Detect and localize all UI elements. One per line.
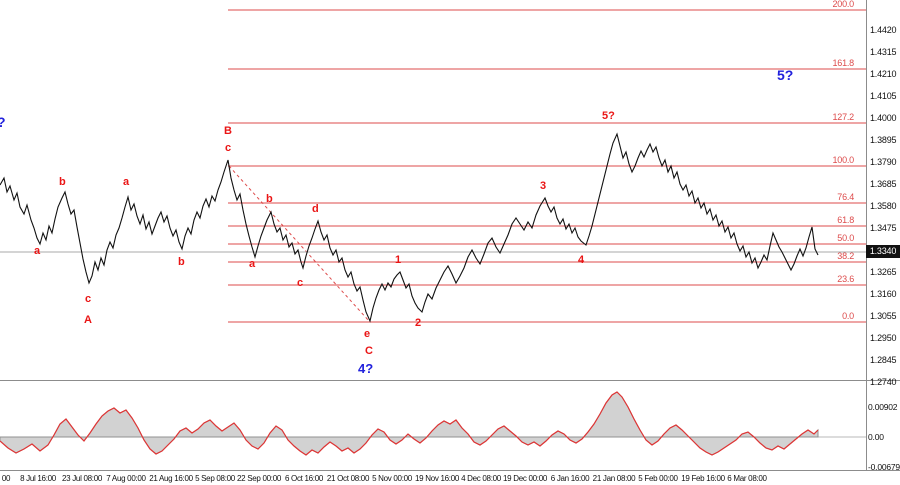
time-axis-tick: 7 Aug 00:00: [106, 474, 146, 483]
time-axis-tick: 8 Jul 16:00: [20, 474, 56, 483]
price-axis-tick: 1.3055: [870, 311, 897, 321]
time-axis-tick: 5 Nov 00:00: [372, 474, 412, 483]
price-axis-tick: 1.3475: [870, 223, 897, 233]
price-axis-tick: 1.2740: [870, 377, 897, 387]
time-axis-tick: 19 Nov 16:00: [415, 474, 459, 483]
current-price-badge: 1.3340: [866, 245, 900, 258]
time-axis-separator: [0, 470, 900, 471]
price-axis-separator: [866, 0, 867, 470]
time-axis-tick: 19 Dec 00:00: [503, 474, 547, 483]
time-axis[interactable]: 00 8 Jul 16:00 23 Jul 08:00 7 Aug 00:00 21 A…: [0, 471, 900, 485]
oscillator-signal-line: [0, 391, 819, 456]
time-axis-tick: 6 Mar 08:00: [727, 474, 767, 483]
current-price-value: 1.3340: [869, 246, 897, 256]
time-axis-tick: 4 Dec 08:00: [461, 474, 501, 483]
time-axis-tick: 21 Aug 16:00: [149, 474, 193, 483]
price-series-line: [0, 132, 819, 323]
price-axis[interactable]: 1.4420 1.4315 1.4210 1.4105 1.4000 1.3895 1.37…: [867, 0, 900, 470]
fib-trendline[interactable]: [228, 165, 370, 322]
oscillator-area: [0, 391, 819, 456]
time-axis-tick: 19 Feb 16:00: [681, 474, 725, 483]
time-axis-tick: 22 Sep 00:00: [237, 474, 281, 483]
price-axis-tick: 1.3685: [870, 179, 897, 189]
time-axis-tick: 6 Oct 16:00: [284, 474, 324, 483]
price-axis-tick: 1.4420: [870, 25, 897, 35]
oscillator-panel-separator: [0, 380, 900, 381]
time-axis-tick: 5 Feb 00:00: [638, 474, 678, 483]
price-axis-tick: 1.4315: [870, 47, 897, 57]
time-axis-tick: 21 Oct 08:00: [326, 474, 370, 483]
price-axis-tick: 1.3580: [870, 201, 897, 211]
time-axis-tick: 5 Sep 08:00: [195, 474, 235, 483]
price-axis-tick: 1.4105: [870, 91, 897, 101]
time-axis-tick: 21 Jan 08:00: [592, 474, 636, 483]
price-axis-tick: 1.3160: [870, 289, 897, 299]
price-axis-tick: 1.4000: [870, 113, 897, 123]
oscillator-panel[interactable]: [0, 381, 866, 470]
time-axis-tick: 00: [1, 474, 11, 483]
time-axis-tick: 6 Jan 16:00: [550, 474, 590, 483]
oscillator-canvas: [0, 391, 866, 456]
price-axis-tick: 1.3790: [870, 157, 897, 167]
price-axis-tick: 1.2845: [870, 355, 897, 365]
price-chart-canvas: [0, 9, 866, 323]
price-chart-area[interactable]: 200.0 161.8 127.2 100.0 76.4 61.8 50.0 38.2 23.6…: [0, 0, 866, 380]
price-axis-tick: 1.3265: [870, 267, 897, 277]
time-axis-tick: 23 Jul 08:00: [62, 474, 102, 483]
price-axis-tick: 1.2950: [870, 333, 897, 343]
price-axis-tick: 1.4210: [870, 69, 897, 79]
price-axis-tick: 1.3895: [870, 135, 897, 145]
